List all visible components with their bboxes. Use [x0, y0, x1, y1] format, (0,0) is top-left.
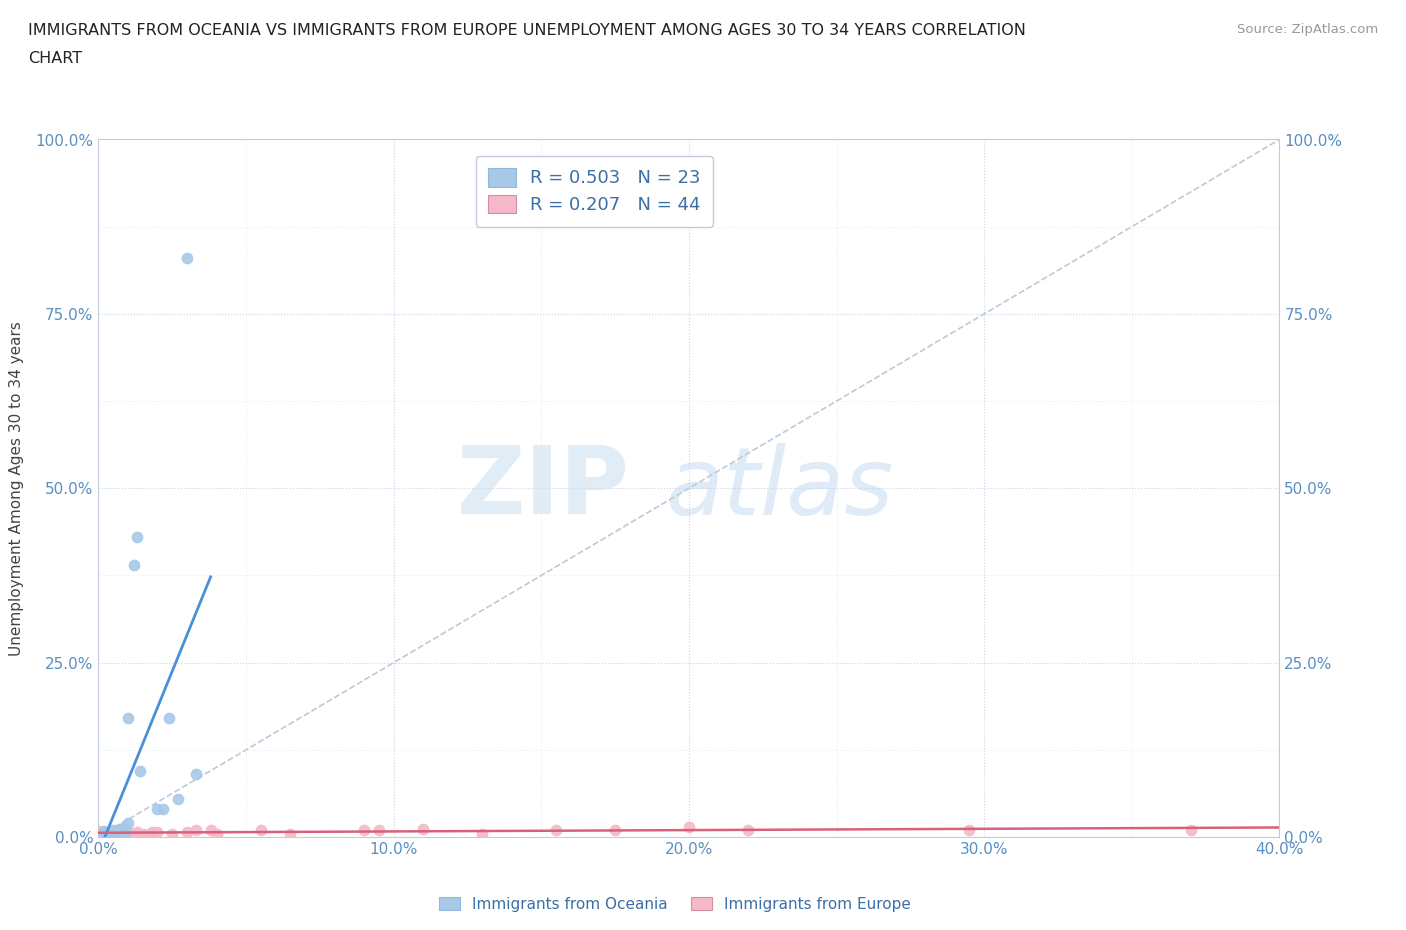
Point — [353, 823, 375, 838]
Point — [152, 802, 174, 817]
Point — [108, 821, 131, 836]
Point — [87, 826, 110, 841]
Point — [105, 825, 128, 840]
Legend: Immigrants from Oceania, Immigrants from Europe: Immigrants from Oceania, Immigrants from… — [433, 891, 917, 918]
Point — [98, 826, 121, 841]
Point — [93, 826, 115, 841]
Legend: R = 0.503   N = 23, R = 0.207   N = 44: R = 0.503 N = 23, R = 0.207 N = 44 — [475, 155, 713, 227]
Point — [93, 826, 115, 841]
Point — [176, 825, 198, 840]
Point — [111, 823, 134, 838]
Point — [146, 825, 169, 840]
Point — [184, 823, 207, 838]
Point — [605, 823, 627, 838]
Point — [157, 711, 180, 725]
Point — [125, 530, 148, 545]
Point — [93, 824, 115, 839]
Text: IMMIGRANTS FROM OCEANIA VS IMMIGRANTS FROM EUROPE UNEMPLOYMENT AMONG AGES 30 TO : IMMIGRANTS FROM OCEANIA VS IMMIGRANTS FR… — [28, 23, 1026, 38]
Point — [114, 826, 136, 841]
Point — [122, 558, 145, 573]
Point — [138, 826, 160, 841]
Point — [96, 826, 118, 841]
Point — [141, 825, 163, 840]
Text: CHART: CHART — [28, 51, 82, 66]
Point — [200, 823, 222, 838]
Point — [111, 826, 134, 841]
Point — [128, 764, 150, 778]
Point — [96, 825, 118, 840]
Point — [114, 819, 136, 834]
Point — [98, 826, 121, 841]
Point — [90, 825, 112, 840]
Point — [368, 823, 391, 838]
Point — [103, 826, 125, 841]
Point — [103, 823, 125, 838]
Point — [120, 826, 142, 841]
Text: atlas: atlas — [665, 443, 894, 534]
Point — [546, 823, 568, 838]
Point — [103, 826, 125, 841]
Point — [96, 826, 118, 841]
Point — [1180, 823, 1202, 838]
Text: Source: ZipAtlas.com: Source: ZipAtlas.com — [1237, 23, 1378, 36]
Point — [959, 823, 981, 838]
Point — [278, 826, 302, 841]
Point — [678, 819, 700, 834]
Point — [108, 823, 131, 838]
Point — [108, 825, 131, 840]
Point — [122, 826, 145, 841]
Point — [205, 826, 228, 841]
Point — [176, 251, 198, 266]
Point — [105, 825, 128, 840]
Point — [146, 802, 169, 817]
Point — [98, 825, 121, 840]
Point — [250, 823, 273, 838]
Point — [737, 823, 759, 838]
Point — [162, 826, 183, 841]
Point — [93, 825, 115, 840]
Point — [90, 826, 112, 841]
Point — [117, 825, 139, 840]
Point — [108, 826, 131, 841]
Point — [105, 826, 128, 841]
Point — [105, 826, 128, 841]
Point — [87, 824, 110, 839]
Point — [471, 826, 494, 841]
Point — [132, 826, 155, 841]
Text: ZIP: ZIP — [457, 443, 630, 534]
Point — [167, 791, 190, 806]
Point — [93, 826, 115, 841]
Point — [114, 826, 136, 841]
Point — [125, 825, 148, 840]
Y-axis label: Unemployment Among Ages 30 to 34 years: Unemployment Among Ages 30 to 34 years — [10, 321, 24, 656]
Point — [117, 711, 139, 725]
Point — [117, 816, 139, 830]
Point — [184, 766, 207, 781]
Point — [412, 821, 434, 836]
